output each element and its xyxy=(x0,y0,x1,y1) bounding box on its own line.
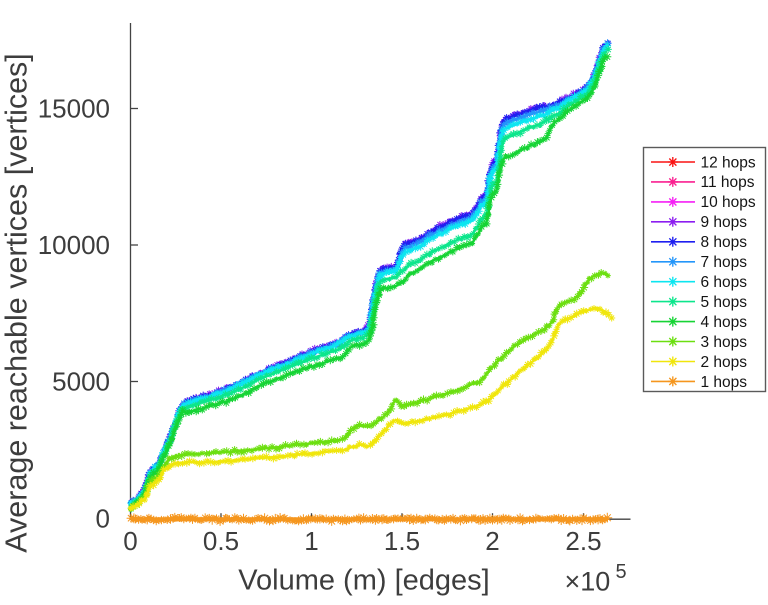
svg-text:1.5: 1.5 xyxy=(384,526,420,556)
svg-text:5: 5 xyxy=(616,561,627,583)
svg-text:1: 1 xyxy=(304,526,318,556)
svg-text:0.5: 0.5 xyxy=(203,526,239,556)
svg-text:2: 2 xyxy=(485,526,499,556)
svg-text:4 hops: 4 hops xyxy=(701,314,748,331)
svg-text:11 hops: 11 hops xyxy=(701,174,755,191)
svg-text:0: 0 xyxy=(96,504,110,534)
svg-text:5000: 5000 xyxy=(52,367,110,397)
svg-text:9 hops: 9 hops xyxy=(701,214,748,231)
svg-text:12 hops: 12 hops xyxy=(701,154,756,171)
svg-text:7 hops: 7 hops xyxy=(701,254,748,271)
svg-text:6 hops: 6 hops xyxy=(701,274,748,291)
svg-text:2.5: 2.5 xyxy=(565,526,601,556)
svg-text:×10: ×10 xyxy=(565,567,611,597)
svg-text:10 hops: 10 hops xyxy=(701,194,756,211)
svg-text:0: 0 xyxy=(123,526,137,556)
svg-text:Average reachable vertices [ve: Average reachable vertices [vertices] xyxy=(0,53,34,553)
svg-text:2 hops: 2 hops xyxy=(701,354,748,371)
svg-text:3 hops: 3 hops xyxy=(701,334,748,351)
svg-text:15000: 15000 xyxy=(38,94,110,124)
svg-text:10000: 10000 xyxy=(38,230,110,260)
svg-text:8 hops: 8 hops xyxy=(701,234,748,251)
svg-text:5 hops: 5 hops xyxy=(701,294,748,311)
svg-text:1 hops: 1 hops xyxy=(701,374,748,391)
svg-text:Volume (m) [edges]: Volume (m) [edges] xyxy=(238,565,489,597)
